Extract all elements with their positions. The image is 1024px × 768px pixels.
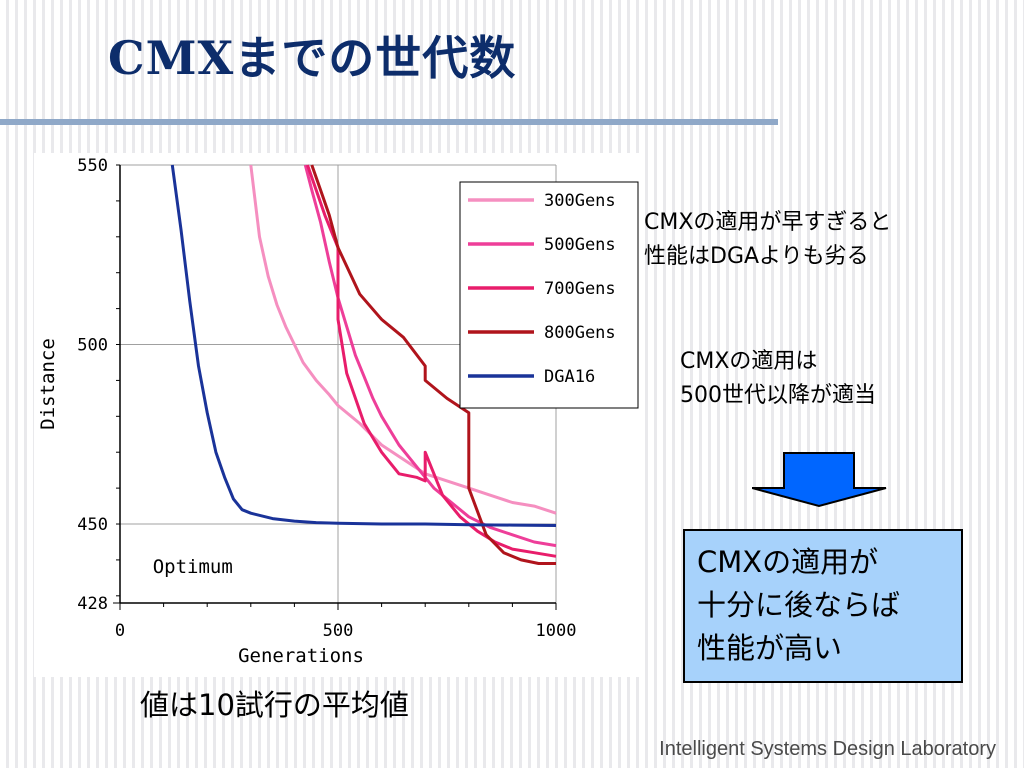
annotation-optimum: Optimum: [153, 556, 233, 578]
y-axis-title: Distance: [37, 338, 59, 430]
note-cmx-500-line-2: 500世代以降が適当: [680, 383, 876, 408]
x-tick-label-500: 500: [323, 621, 354, 641]
slide-title: CMXまでの世代数: [108, 31, 517, 85]
note-early-cmx-line-2: 性能はDGAよりも劣る: [644, 244, 869, 269]
x-tick-label-1000: 1000: [536, 621, 577, 641]
series-line-dga16: [170, 164, 557, 527]
y-tick-label-450: 450: [77, 515, 108, 535]
legend-label-500gens: 500Gens: [544, 235, 616, 255]
note-cmx-500-line-1: CMXの適用は: [680, 349, 818, 374]
y-tick-label-550: 550: [77, 156, 108, 176]
x-axis-title: Generations: [238, 645, 364, 667]
conclusion-line-3: 性能が高い: [697, 631, 843, 665]
y-tick-label-500: 500: [77, 336, 108, 356]
series-line-800gens: [310, 164, 556, 565]
series-line-300gens: [249, 164, 557, 515]
title-divider: [0, 119, 778, 125]
legend-label-300gens: 300Gens: [544, 191, 616, 211]
average-footnote: 値は10試行の平均値: [140, 688, 409, 722]
x-tick-label-0: 0: [115, 621, 125, 641]
chart-legend: [459, 181, 639, 409]
distance-generations-chart: 428 450 500 550 0 500 1000 Generations Distance O…: [37, 156, 639, 667]
note-cmx-500: CMXの適用は 500世代以降が適当: [680, 345, 876, 413]
series-line-500gens: [303, 164, 557, 548]
note-early-cmx: CMXの適用が早すぎると 性能はDGAよりも劣る: [644, 206, 891, 274]
lab-footer: Intelligent Systems Design Laboratory: [659, 738, 996, 760]
note-early-cmx-line-1: CMXの適用が早すぎると: [644, 210, 892, 235]
legend-label-700gens: 700Gens: [544, 279, 616, 299]
legend-label-800gens: 800Gens: [544, 323, 616, 343]
legend-label-dga16: DGA16: [544, 367, 595, 387]
conclusion-box: CMXの適用が 十分に後ならば 性能が高い: [683, 529, 963, 683]
chart-panel: 428 450 500 550 0 500 1000 Generations Distance O…: [34, 153, 640, 677]
y-tick-label-428: 428: [77, 594, 108, 614]
down-arrow-icon: [752, 452, 887, 508]
conclusion-line-1: CMXの適用が: [697, 545, 879, 579]
conclusion-line-2: 十分に後ならば: [697, 588, 901, 622]
